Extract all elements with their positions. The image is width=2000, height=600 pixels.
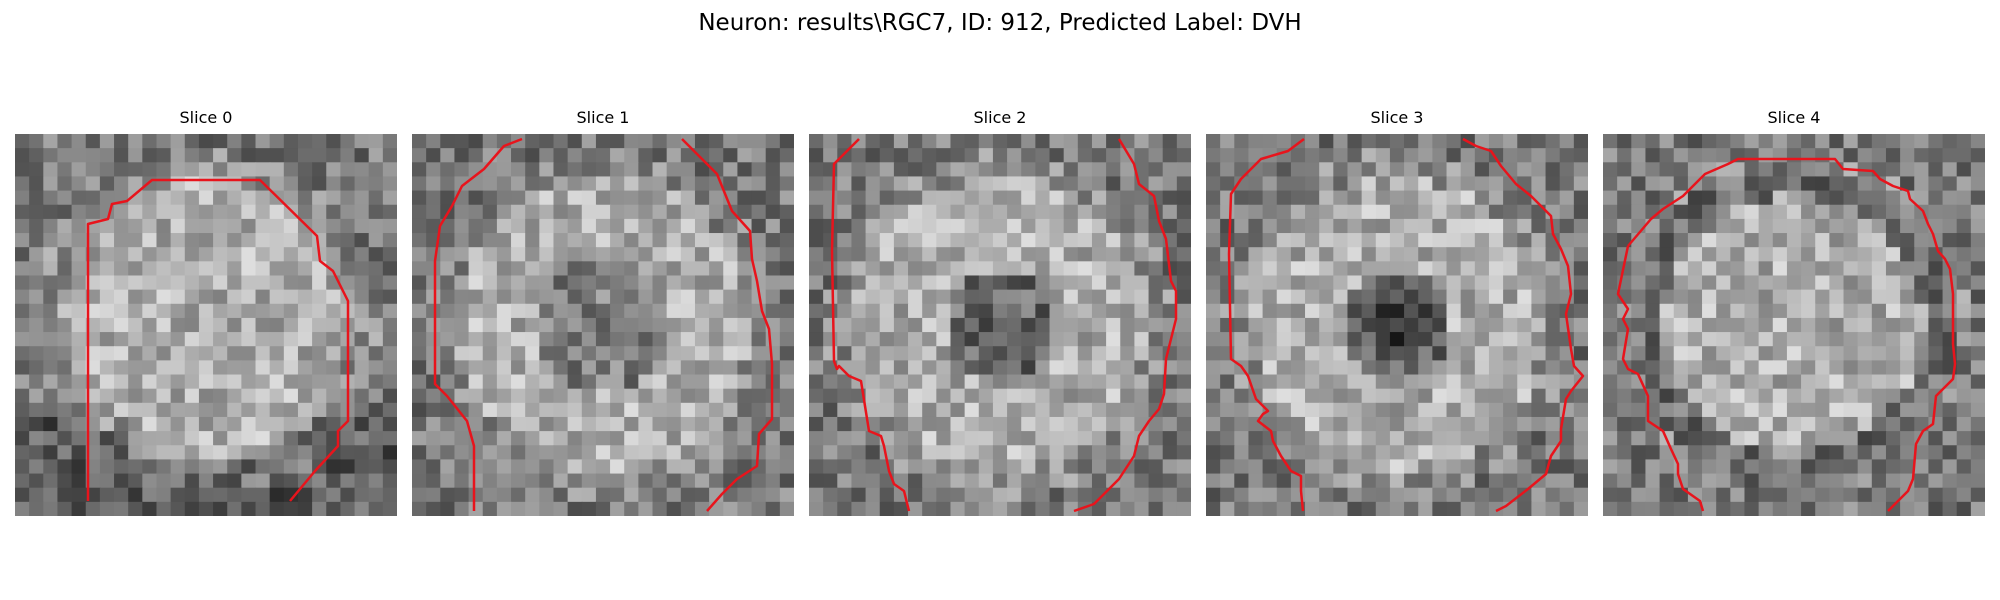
contour-line [433,137,523,511]
microscopy-image [1206,134,1588,516]
slice-image-1 [412,134,794,516]
slice-title: Slice 2 [973,108,1027,127]
microscopy-image [412,134,794,516]
contour-line [830,138,911,512]
slice-title: Slice 4 [1767,108,1821,127]
microscopy-image [15,134,397,516]
microscopy-image [1603,134,1985,516]
slice-title: Slice 0 [179,108,233,127]
slice-image-0 [15,134,397,516]
slice-panel-1: Slice 1 [412,108,794,518]
slice-panel-0: Slice 0 [15,108,397,518]
contour-line [86,178,350,502]
figure-title: Neuron: results\RGC7, ID: 912, Predicted… [698,10,1302,36]
contour-line [1073,138,1178,513]
slice-image-2 [809,134,1191,516]
contour-line [1462,137,1585,513]
slice-image-4 [1603,134,1985,516]
slice-title: Slice 3 [1370,108,1424,127]
slice-title: Slice 1 [576,108,630,127]
contour-line [1627,157,1957,512]
slice-panel-2: Slice 2 [809,108,1191,518]
contour-line [681,138,774,512]
contour-line [1616,245,1705,512]
slice-panel-4: Slice 4 [1603,108,1985,518]
contour-line [1227,138,1305,512]
slice-image-3 [1206,134,1588,516]
slice-panel-3: Slice 3 [1206,108,1588,518]
